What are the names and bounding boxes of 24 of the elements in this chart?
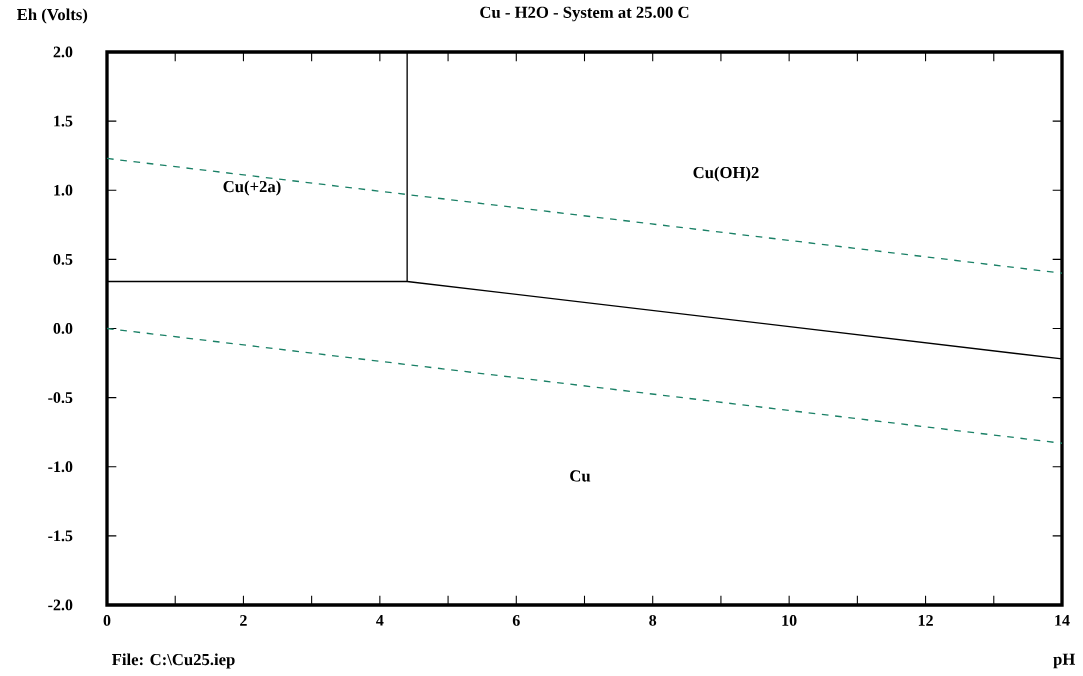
x-tick-label: 14 [1055,615,1070,626]
x-tick-label: 8 [649,615,657,626]
y-tick-label: -1.5 [48,530,73,542]
y-tick-label: 2.0 [53,46,73,58]
x-tick-label: 6 [512,615,520,626]
y-axis-title: Eh (Volts) [17,8,88,24]
y-tick-label: -0.5 [48,392,73,404]
x-tick-label: 12 [918,615,933,626]
x-tick-label: 4 [376,615,384,626]
x-tick-label: 10 [782,615,797,626]
chart-title: Cu - H2O - System at 25.00 C [480,6,689,22]
annotation: Cu(+2a) [223,180,281,196]
y-tick-label: -2.0 [48,599,73,611]
annotation: Cu(OH)2 [693,166,759,182]
y-tick-label: 1.0 [54,184,73,196]
x-tick-label: 2 [240,615,247,626]
x-axis-title: pH [1053,653,1076,669]
y-tick-label: 0.0 [53,323,73,334]
y-tick-label: 1.5 [54,115,73,127]
annotation: Cu [570,470,591,482]
x-tick-label: 0 [103,615,111,626]
y-tick-label: 0.5 [53,253,73,265]
text: File: C:\Cu25.iep [112,653,235,669]
y-tick-label: -1.0 [48,461,73,473]
